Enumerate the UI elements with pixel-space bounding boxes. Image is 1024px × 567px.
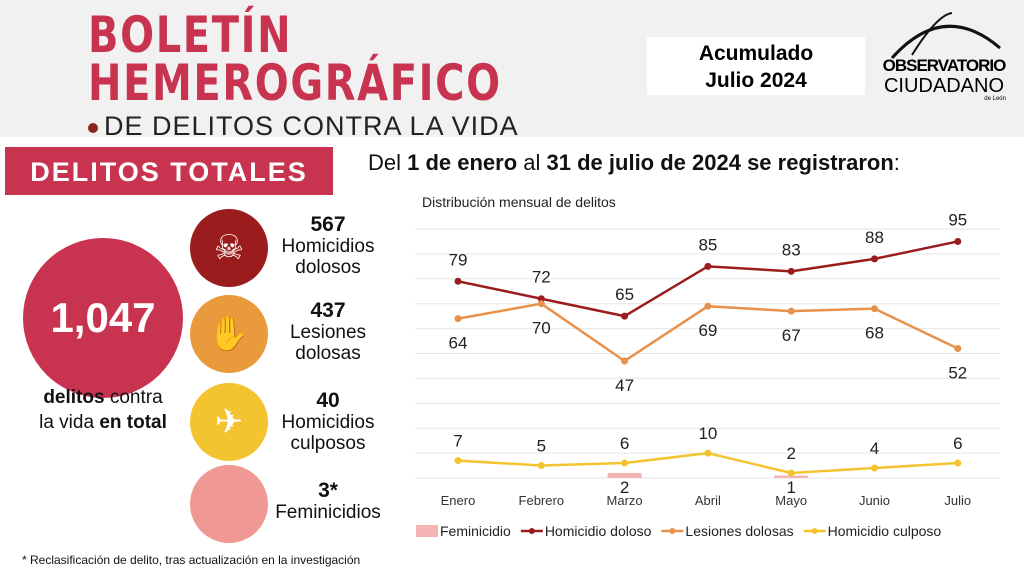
bar-feminicidio (774, 475, 809, 478)
feminicide-circle (190, 465, 268, 543)
data-point (787, 267, 795, 275)
hand-icon: ✋ (190, 295, 268, 373)
legend-label: Homicidio doloso (545, 523, 652, 539)
legend-label: Homicidio culposo (828, 523, 942, 539)
data-point (704, 449, 712, 457)
data-label: 68 (865, 324, 884, 343)
data-point (621, 312, 629, 320)
data-label: 7 (453, 432, 462, 451)
data-label: 6 (620, 434, 629, 453)
data-label: 4 (870, 439, 879, 458)
header: BOLETÍN HEMEROGRÁFICO DE DELITOS CONTRA … (0, 0, 1024, 141)
chart-title: Distribución mensual de delitos (422, 194, 616, 210)
data-point (954, 459, 962, 467)
data-label: 5 (537, 437, 546, 456)
data-label: 83 (782, 240, 801, 259)
data-point (787, 307, 795, 315)
data-label: 47 (615, 376, 634, 395)
data-point (454, 457, 462, 465)
title-line1: BOLETÍN (88, 6, 293, 64)
data-label: 10 (698, 424, 717, 443)
data-point (871, 305, 878, 313)
x-tick-label: Mayo (775, 493, 807, 508)
data-label: 67 (782, 326, 801, 345)
legend-marker (811, 528, 818, 534)
stat-feminicidios: 3* Feminicidios (275, 479, 381, 523)
period-box: Acumulado Julio 2024 (647, 37, 865, 95)
data-point (537, 462, 545, 470)
x-tick-label: Junio (859, 493, 890, 508)
data-point (454, 277, 462, 285)
legend-label: Feminicidio (440, 523, 511, 539)
data-point (787, 469, 795, 477)
logo-arc-icon (890, 12, 1001, 60)
data-label: 79 (449, 250, 468, 269)
data-point (704, 302, 712, 310)
x-tick-label: Enero (441, 493, 476, 508)
accident-icon: ✈ (190, 383, 268, 461)
logo: OBSERVATORIO CIUDADANO de León (882, 10, 1006, 120)
data-point (871, 255, 878, 263)
data-label: 69 (698, 321, 717, 340)
data-label: 52 (948, 364, 967, 383)
data-point (954, 237, 962, 245)
data-point (871, 464, 878, 472)
subtitle: DE DELITOS CONTRA LA VIDA (88, 111, 519, 142)
data-label: 1 (786, 478, 795, 497)
data-point (954, 345, 962, 353)
lead-text: Del 1 de enero al 31 de julio de 2024 se… (368, 150, 900, 175)
total-circle: 1,047 (23, 238, 183, 398)
data-point (621, 459, 629, 467)
title-line2: HEMEROGRÁFICO (88, 54, 502, 112)
stat-homicidios-dolosos: 567 Homicidios dolosos (281, 213, 375, 278)
data-point (537, 295, 545, 303)
total-label: delitos contra la vida en total (39, 387, 167, 433)
footnote: * Reclasificación de delito, tras actual… (22, 553, 361, 567)
stat-homicidios-culposos: 40 Homicidios culposos (281, 389, 375, 454)
data-label: 70 (532, 319, 551, 338)
section-band: DELITOS TOTALES (5, 147, 333, 195)
data-label: 6 (953, 434, 962, 453)
data-point (621, 357, 629, 365)
data-label: 95 (948, 210, 967, 229)
legend-swatch (416, 525, 438, 537)
data-label: 72 (532, 268, 551, 287)
data-point (537, 300, 545, 308)
data-label: 88 (865, 228, 884, 247)
data-label: 2 (620, 478, 629, 497)
x-tick-label: Abril (695, 493, 721, 508)
data-label: 85 (698, 235, 717, 254)
data-label: 2 (786, 444, 795, 463)
x-tick-label: Julio (944, 493, 971, 508)
data-point (454, 315, 462, 323)
stat-lesiones-dolosas: 437 Lesiones dolosas (289, 299, 367, 364)
legend-marker (669, 528, 676, 534)
x-tick-label: Febrero (519, 493, 565, 508)
legend-label: Lesiones dolosas (685, 523, 793, 539)
bullet-icon (88, 122, 98, 133)
data-point (704, 262, 712, 270)
x-tick-label: Marzo (607, 493, 643, 508)
data-label: 64 (449, 334, 468, 353)
legend-marker (528, 528, 535, 534)
data-label: 65 (615, 285, 634, 304)
homicide-icon: ☠ (190, 209, 268, 287)
bar-feminicidio (607, 473, 642, 478)
